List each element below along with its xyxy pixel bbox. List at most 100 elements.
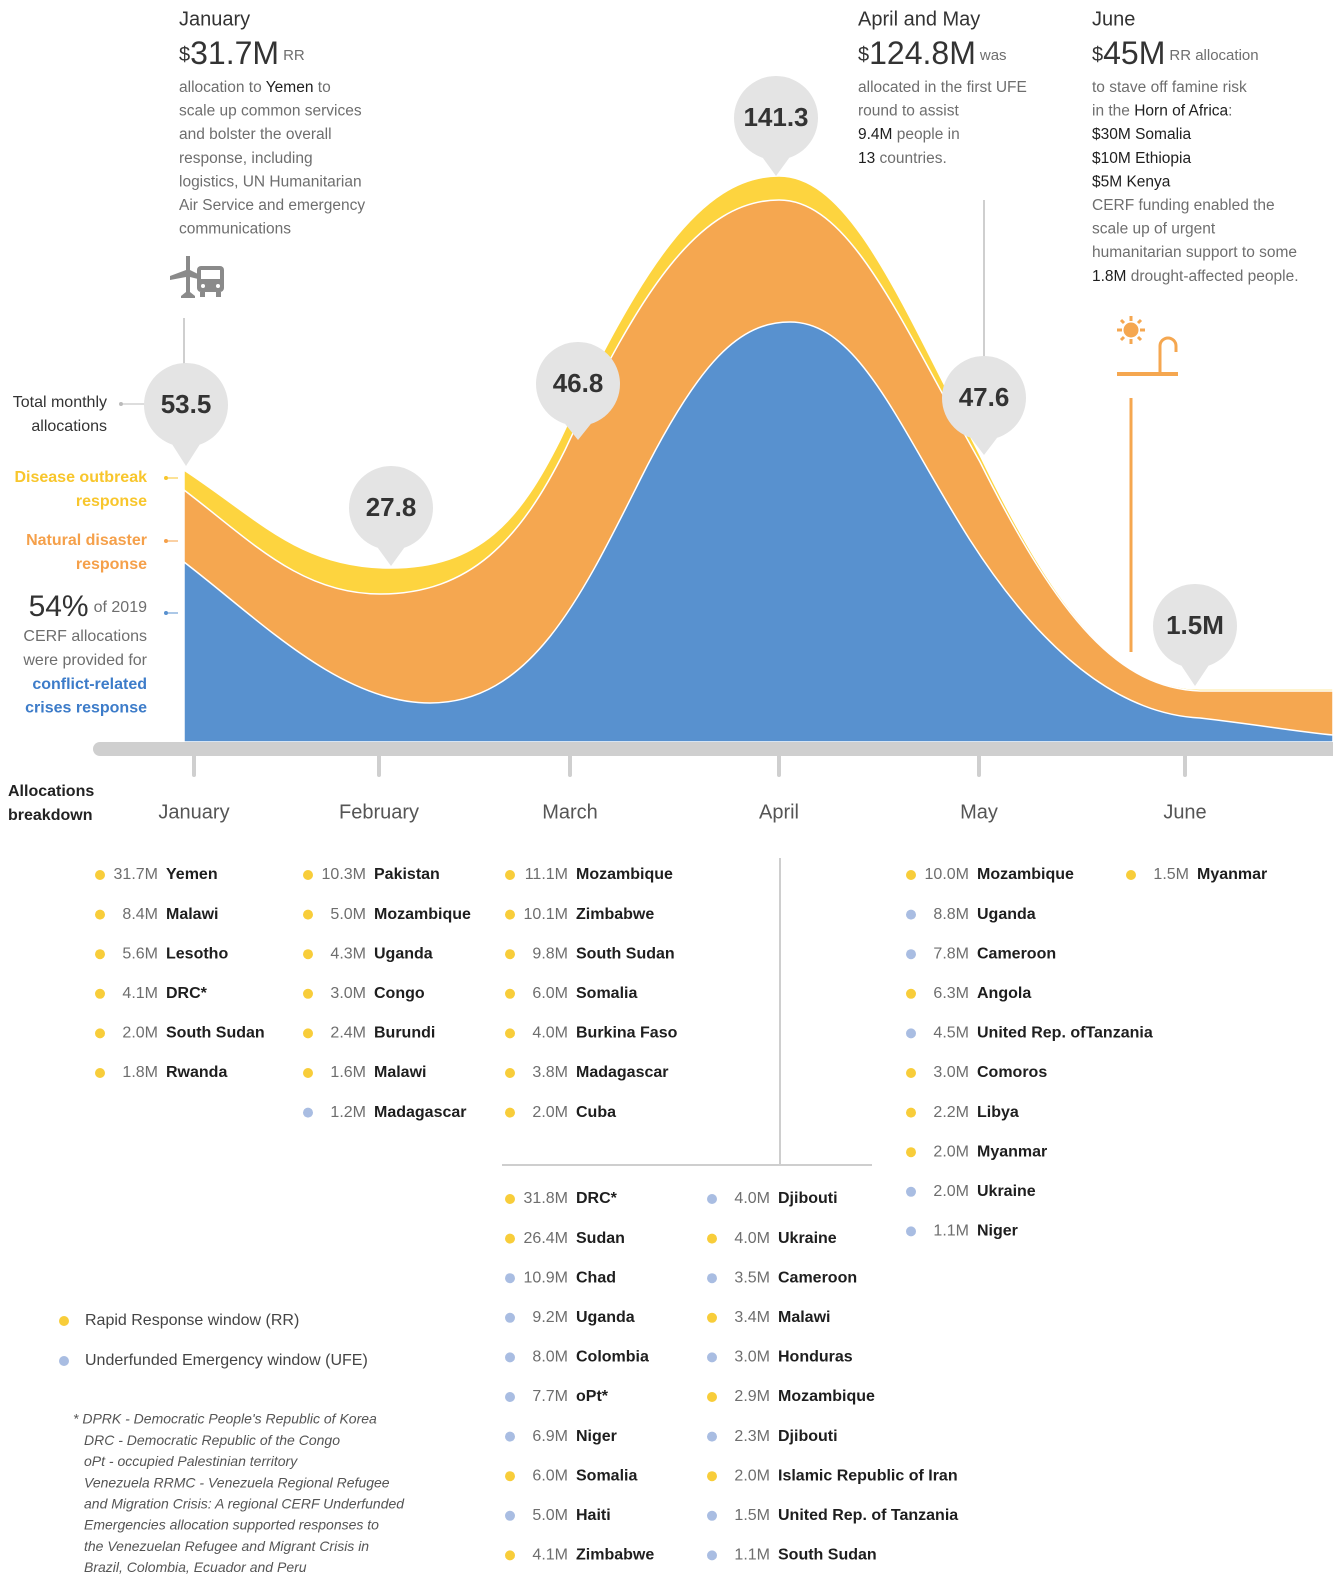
window-dot [95,1068,105,1078]
month-label: June [1163,801,1206,823]
country: Cuba [576,1104,616,1121]
window-dot [95,949,105,960]
amount: 5.6M [122,945,158,962]
amount: 3.0M [933,1064,969,1081]
country: Madagascar [576,1064,669,1081]
window-dot [95,988,105,999]
amount: 1.8M [122,1064,158,1081]
highlight: 13 [858,150,875,167]
footnote: and Migration Crisis: A regional CERF Un… [84,1496,405,1512]
text: logistics, UN Humanitarian [179,173,362,190]
amount: 45M [1103,35,1165,71]
country: Cameroon [977,945,1056,962]
amount: 3.0M [330,985,366,1002]
window-dot [505,1028,515,1039]
disease-label: Disease outbreak [14,469,147,486]
amount: 2.4M [330,1025,366,1042]
country: Congo [374,985,425,1002]
callout-line-text: humanitarian support to some [1092,244,1297,261]
bubble-value: 53.5 [161,389,212,419]
country: Yemen [166,866,218,883]
bubble-value: 141.3 [743,102,808,132]
text: communications [179,221,291,238]
text: people in [892,126,959,143]
country: United Rep. of Tanzania [778,1507,958,1524]
callout-line-text: in the Horn of Africa: [1092,103,1232,120]
text: response, including [179,150,313,167]
country: Mozambique [374,906,471,923]
country: Chad [576,1269,616,1286]
breakdown-title: Allocations [8,783,94,800]
drought-icon [1117,316,1178,376]
footnote: DRC - Democratic Republic of the Congo [84,1432,340,1448]
amount: 1.1M [734,1547,770,1564]
callout-title: April and May [858,8,980,30]
text: allocation to [179,79,266,96]
country: Angola [977,985,1031,1002]
amount: 9.8M [532,945,568,962]
country: Uganda [374,945,433,962]
share-note: of 2019 [94,599,147,616]
window-dot [707,1194,717,1204]
country: Malawi [778,1309,830,1326]
window-dot [303,1028,313,1039]
window-dot [906,949,916,960]
amount: 4.1M [122,985,158,1002]
callout-line-text: Air Service and emergency [179,197,365,214]
window-dot [505,1550,515,1561]
window-dot [707,1550,717,1561]
country: Ukraine [977,1183,1036,1200]
highlight: $30M Somalia [1092,126,1191,143]
amount: 3.8M [532,1064,568,1081]
amount: 31.8M [524,1190,568,1207]
country: Zimbabwe [576,906,654,923]
window-dot [505,1194,515,1204]
country: South Sudan [576,945,675,962]
amount: 4.0M [734,1190,770,1207]
window-dot [906,870,916,880]
footnote: Emergencies allocation supported respons… [84,1517,379,1533]
country: Djibouti [778,1428,838,1445]
amount: 1.5M [1153,866,1189,883]
bubble [349,466,433,566]
country: South Sudan [778,1547,877,1564]
country: Rwanda [166,1064,227,1081]
text: CERF funding enabled the [1092,197,1275,214]
month-label: May [960,801,998,823]
total-label: Total monthly [13,394,107,411]
country: Somalia [576,1467,637,1484]
window-dot [505,1068,515,1078]
country: South Sudan [166,1025,265,1042]
amount: 9.2M [532,1309,568,1326]
breakdown-title: breakdown [8,807,92,824]
text: to stave off famine risk [1092,79,1247,96]
window-dot [906,1226,916,1237]
callout-line-text: $30M Somalia [1092,126,1191,143]
legend-label: Rapid Response window (RR) [85,1312,299,1329]
conflict-label: conflict-related [32,676,147,693]
window-dot [95,909,105,920]
country: Mozambique [977,866,1074,883]
callout-amount: $45M RR allocation [1092,35,1259,71]
leader-dot [119,402,123,406]
country: Burkina Faso [576,1025,678,1042]
amount: 2.0M [933,1183,969,1200]
window-dot [303,870,313,880]
amount: 31.7M [114,866,158,883]
bubble-value: 27.8 [366,492,417,522]
text: drought-affected people. [1126,268,1298,285]
legend-label: Underfunded Emergency window (UFE) [85,1352,368,1369]
logistics-icon [170,256,224,298]
amount: 2.0M [122,1025,158,1042]
text: Air Service and emergency [179,197,365,214]
country: Ukraine [778,1230,837,1247]
callout-line-text: to stave off famine risk [1092,79,1247,96]
text: scale up common services [179,103,362,120]
country: DRC* [166,985,208,1002]
text: allocated in the first UFE [858,79,1027,96]
country: Niger [977,1223,1018,1240]
amount: 6.0M [532,985,568,1002]
window-dot [303,1068,313,1078]
amount-note: RR allocation [1169,47,1258,64]
